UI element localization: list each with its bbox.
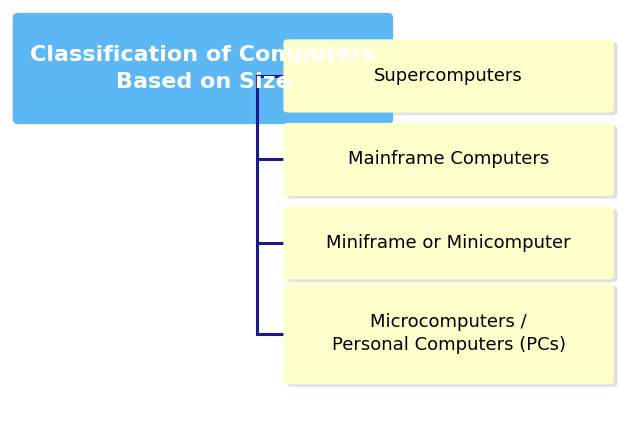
Text: Microcomputers /
Personal Computers (PCs): Microcomputers / Personal Computers (PCs… bbox=[332, 313, 566, 354]
FancyBboxPatch shape bbox=[287, 42, 618, 115]
Text: Supercomputers: Supercomputers bbox=[374, 67, 523, 85]
FancyBboxPatch shape bbox=[283, 39, 614, 113]
Text: Mainframe Computers: Mainframe Computers bbox=[348, 150, 549, 169]
Text: Classification of Computers
Based on Size: Classification of Computers Based on Siz… bbox=[30, 45, 375, 92]
FancyBboxPatch shape bbox=[13, 13, 393, 124]
FancyBboxPatch shape bbox=[283, 283, 614, 384]
Text: Miniframe or Minicomputer: Miniframe or Minicomputer bbox=[327, 234, 571, 252]
FancyBboxPatch shape bbox=[287, 125, 618, 199]
FancyBboxPatch shape bbox=[283, 123, 614, 196]
FancyBboxPatch shape bbox=[287, 209, 618, 282]
FancyBboxPatch shape bbox=[283, 206, 614, 279]
FancyBboxPatch shape bbox=[287, 286, 618, 387]
